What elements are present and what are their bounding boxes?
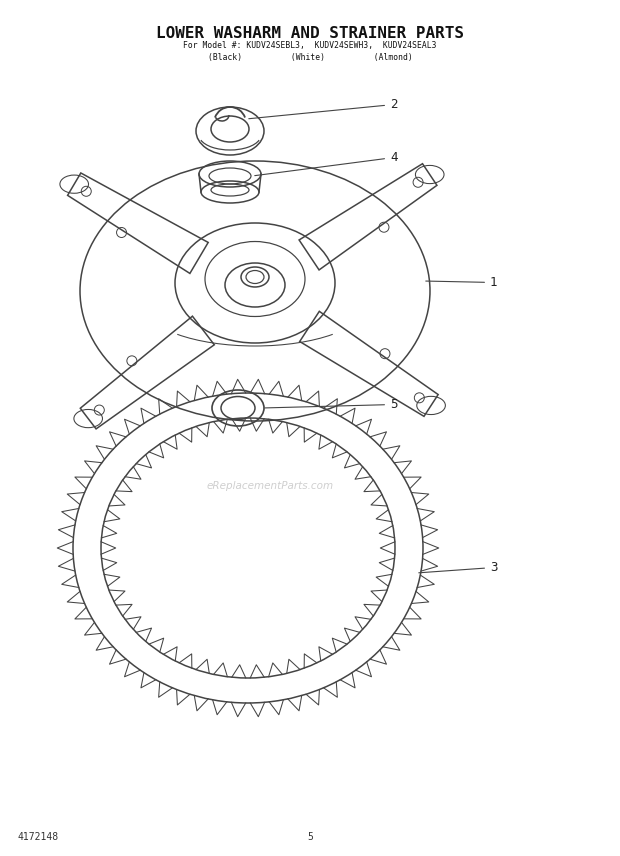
Text: 5: 5 <box>307 832 313 842</box>
Text: 2: 2 <box>249 98 397 119</box>
Text: (Black)          (White)          (Almond): (Black) (White) (Almond) <box>208 53 412 62</box>
Text: 4172148: 4172148 <box>18 832 59 842</box>
Text: 5: 5 <box>265 398 397 411</box>
Text: For Model #: KUDV24SEBL3,  KUDV24SEWH3,  KUDV24SEAL3: For Model #: KUDV24SEBL3, KUDV24SEWH3, K… <box>184 41 436 50</box>
Text: 1: 1 <box>426 276 497 289</box>
Text: 3: 3 <box>418 561 497 574</box>
Text: eReplacementParts.com: eReplacementParts.com <box>206 481 334 491</box>
Text: 4: 4 <box>255 151 397 175</box>
Text: LOWER WASHARM AND STRAINER PARTS: LOWER WASHARM AND STRAINER PARTS <box>156 26 464 41</box>
